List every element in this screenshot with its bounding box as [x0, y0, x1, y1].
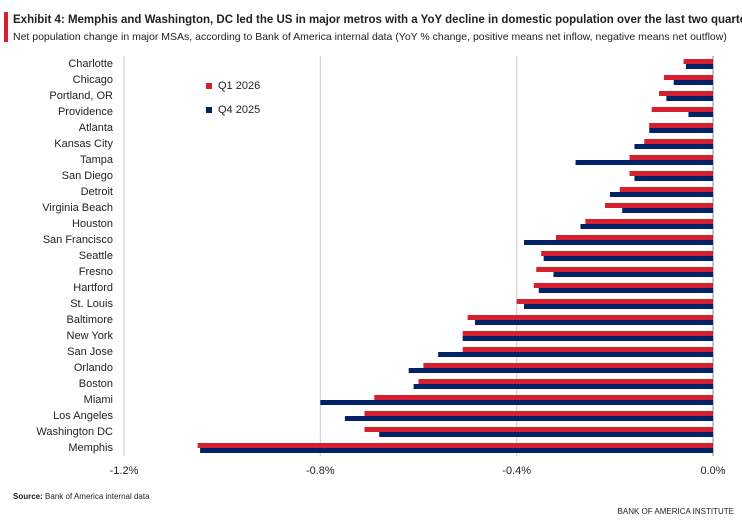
bar: [585, 219, 713, 224]
y-tick-label: Virginia Beach: [42, 202, 113, 214]
y-tick-label: Los Angeles: [53, 410, 113, 422]
y-tick-label: Houston: [72, 218, 113, 230]
bar: [541, 251, 713, 256]
bar: [619, 187, 713, 192]
y-tick-label: Atlanta: [79, 122, 114, 134]
bar: [649, 123, 713, 128]
x-tick-label: -1.2%: [110, 465, 139, 477]
source-text: Bank of America internal data: [45, 492, 150, 501]
bar: [320, 400, 713, 405]
bar: [686, 64, 713, 69]
bar: [467, 315, 713, 320]
bar: [536, 267, 713, 272]
chart-subtitle: Net population change in major MSAs, acc…: [13, 31, 727, 43]
bar: [629, 171, 713, 176]
bar: [200, 448, 713, 453]
y-tick-label: Charlotte: [68, 58, 113, 70]
y-tick-label: Detroit: [81, 186, 113, 198]
bar: [524, 304, 713, 309]
y-tick-label: Fresno: [79, 266, 113, 278]
source: Source: Bank of America internal data: [13, 492, 150, 501]
bar: [629, 155, 713, 160]
y-tick-label: Hartford: [73, 282, 113, 294]
y-tick-label: San Diego: [62, 170, 113, 182]
bar: [634, 176, 713, 181]
y-tick-label: San Francisco: [43, 234, 113, 246]
bar: [553, 272, 713, 277]
title-accent: [4, 12, 8, 42]
y-tick-label: Orlando: [74, 362, 113, 374]
bar: [474, 320, 713, 325]
y-tick-label: Boston: [79, 378, 113, 390]
bar: [418, 379, 713, 384]
bar: [524, 240, 713, 245]
y-tick-label: Baltimore: [67, 314, 113, 326]
bar: [408, 368, 713, 373]
bar: [462, 347, 713, 352]
bar: [649, 128, 713, 133]
bar: [673, 80, 713, 85]
bar: [197, 443, 713, 448]
y-tick-label: Miami: [84, 394, 113, 406]
bar: [538, 288, 713, 293]
bar: [516, 299, 713, 304]
footer: BANK OF AMERICA INSTITUTE: [618, 507, 734, 516]
bar: [374, 395, 713, 400]
bar: [634, 144, 713, 149]
bar: [543, 256, 713, 261]
bar: [462, 336, 713, 341]
bar: [605, 203, 713, 208]
y-tick-label: New York: [67, 330, 114, 342]
bar: [364, 411, 713, 416]
legend-swatch: [206, 107, 212, 113]
bar: [379, 432, 713, 437]
bar: [413, 384, 713, 389]
bar: [533, 283, 713, 288]
y-tick-label: Providence: [58, 106, 113, 118]
y-tick-label: Memphis: [68, 442, 113, 454]
legend-label: Q1 2026: [218, 80, 260, 92]
bar: [644, 139, 713, 144]
x-tick-label: -0.4%: [502, 465, 531, 477]
x-tick-label: 0.0%: [700, 465, 725, 477]
bar: [423, 363, 713, 368]
legend-label: Q4 2025: [218, 104, 260, 116]
source-label: Source:: [13, 492, 43, 501]
bar: [575, 160, 713, 165]
bar: [344, 416, 713, 421]
y-tick-label: Washington DC: [36, 426, 113, 438]
bar: [666, 96, 713, 101]
bar: [438, 352, 713, 357]
x-tick-label: -0.8%: [306, 465, 335, 477]
y-tick-label: Kansas City: [54, 138, 113, 150]
chart-title: Exhibit 4: Memphis and Washington, DC le…: [13, 14, 742, 26]
bar: [609, 192, 713, 197]
bar: [364, 427, 713, 432]
bar: [555, 235, 713, 240]
bar: [688, 112, 713, 117]
bar: [659, 91, 713, 96]
bar: [651, 107, 713, 112]
y-tick-label: Seattle: [79, 250, 113, 262]
y-tick-label: Tampa: [80, 154, 114, 166]
y-tick-label: St. Louis: [70, 298, 113, 310]
bar: [663, 75, 713, 80]
y-tick-label: Portland, OR: [49, 90, 113, 102]
bar: [622, 208, 713, 213]
y-tick-label: San Jose: [67, 346, 113, 358]
bar: [580, 224, 713, 229]
y-tick-label: Chicago: [73, 74, 113, 86]
legend-swatch: [206, 83, 212, 89]
bar: [683, 59, 713, 64]
bar: [462, 331, 713, 336]
